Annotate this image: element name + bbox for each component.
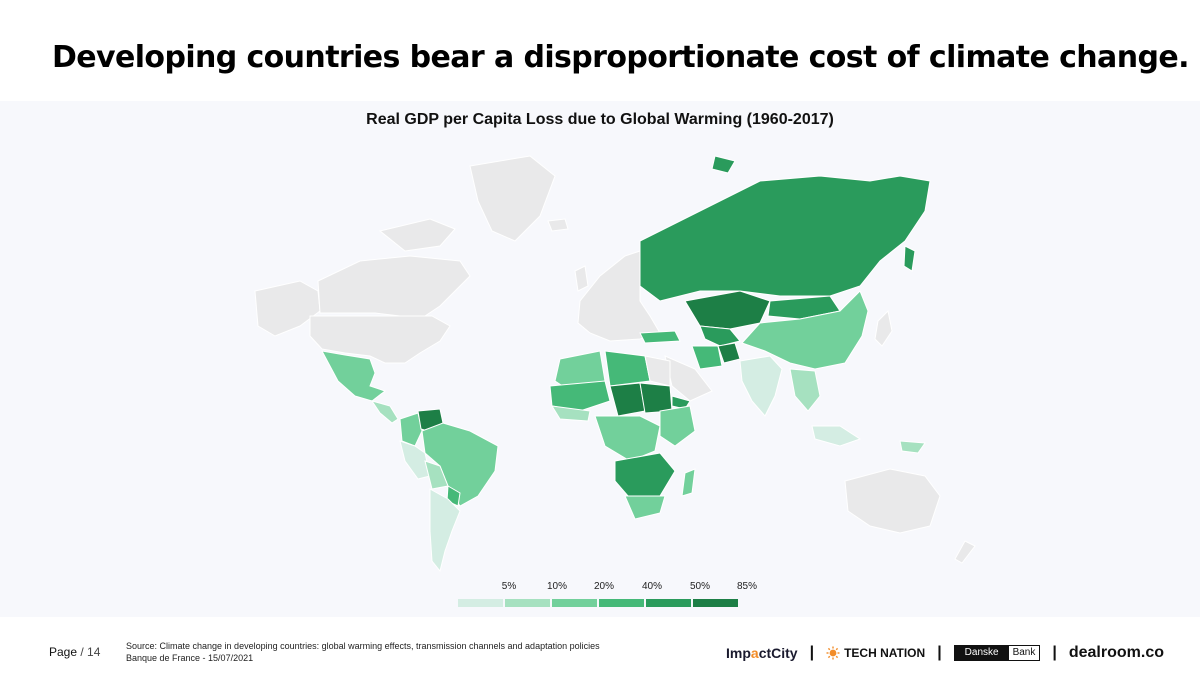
legend-label-20: 20% xyxy=(593,581,615,592)
source-note: Source: Climate change in developing cou… xyxy=(126,640,600,664)
region-iceland xyxy=(547,218,569,232)
region-east-africa xyxy=(659,405,696,447)
region-china xyxy=(741,290,869,370)
region-uk xyxy=(574,265,589,292)
region-southeast-asia xyxy=(789,368,821,412)
region-japan xyxy=(874,309,893,347)
region-png xyxy=(899,440,926,454)
technation-logo: TECH NATION xyxy=(826,646,925,660)
source-line-2: Banque de France - 15/07/2021 xyxy=(126,653,254,663)
region-russia-islands xyxy=(711,155,736,174)
impactcity-logo: ImpactCity xyxy=(726,645,798,661)
world-map xyxy=(254,155,976,573)
region-north-africa-east xyxy=(604,350,651,387)
legend-swatch-50 xyxy=(646,599,691,607)
sun-icon xyxy=(826,646,840,660)
region-indonesia xyxy=(811,425,862,447)
region-brazil xyxy=(421,422,499,507)
region-mexico xyxy=(321,350,387,402)
logo-separator: | xyxy=(809,644,815,661)
legend-swatch-85 xyxy=(693,599,738,607)
logo-separator: | xyxy=(937,644,942,661)
logo-separator: | xyxy=(1052,644,1057,661)
dealroom-logo: dealroom.co xyxy=(1068,644,1164,661)
region-canada xyxy=(317,255,471,317)
legend-label-85: 85% xyxy=(736,581,758,592)
legend-swatch-40 xyxy=(599,599,644,607)
legend-label-5: 5% xyxy=(501,581,517,592)
legend-swatch-5 xyxy=(458,599,503,607)
source-line-1: Source: Climate change in developing cou… xyxy=(126,641,600,651)
region-australia xyxy=(844,468,941,534)
page-headline: Developing countries bear a disproportio… xyxy=(52,40,1189,75)
region-southern-africa xyxy=(614,452,676,497)
page-indicator: Page / 14 xyxy=(49,645,100,659)
legend-label-40: 40% xyxy=(641,581,663,592)
region-india xyxy=(739,355,783,417)
map-panel: Real GDP per Capita Loss due to Global W… xyxy=(0,101,1200,617)
region-turkey xyxy=(639,330,681,344)
region-argentina xyxy=(429,488,461,573)
partner-logos: ImpactCity | TECH NATION | Danske Bank | … xyxy=(726,642,1164,664)
region-usa xyxy=(309,315,451,364)
region-colombia xyxy=(399,412,423,447)
page-label: Page xyxy=(49,645,78,659)
region-canada-islands xyxy=(378,218,456,252)
legend-swatch-10 xyxy=(505,599,550,607)
region-sahel-west xyxy=(549,380,611,412)
region-sakhalin xyxy=(903,245,916,272)
region-sudan xyxy=(639,382,673,414)
region-west-coast xyxy=(551,405,591,422)
legend-label-10: 10% xyxy=(546,581,568,592)
region-south-africa xyxy=(624,495,666,520)
region-arabia xyxy=(664,355,713,402)
region-central-africa xyxy=(594,415,661,462)
region-kazakhstan xyxy=(684,290,771,330)
legend-label-50: 50% xyxy=(689,581,711,592)
region-russia xyxy=(639,175,931,302)
region-afghanistan xyxy=(717,342,741,364)
legend-swatch-20 xyxy=(552,599,597,607)
region-central-america xyxy=(370,400,399,424)
map-legend: 5% 10% 20% 40% 50% 85% xyxy=(458,581,757,611)
region-madagascar xyxy=(681,468,696,497)
region-iran xyxy=(691,345,723,370)
region-greenland xyxy=(469,155,556,242)
page-number: / 14 xyxy=(80,645,101,659)
map-title: Real GDP per Capita Loss due to Global W… xyxy=(366,111,834,128)
region-niger-chad xyxy=(609,382,646,417)
region-new-zealand xyxy=(954,540,976,564)
danskebank-logo: Danske Bank xyxy=(953,645,1041,661)
